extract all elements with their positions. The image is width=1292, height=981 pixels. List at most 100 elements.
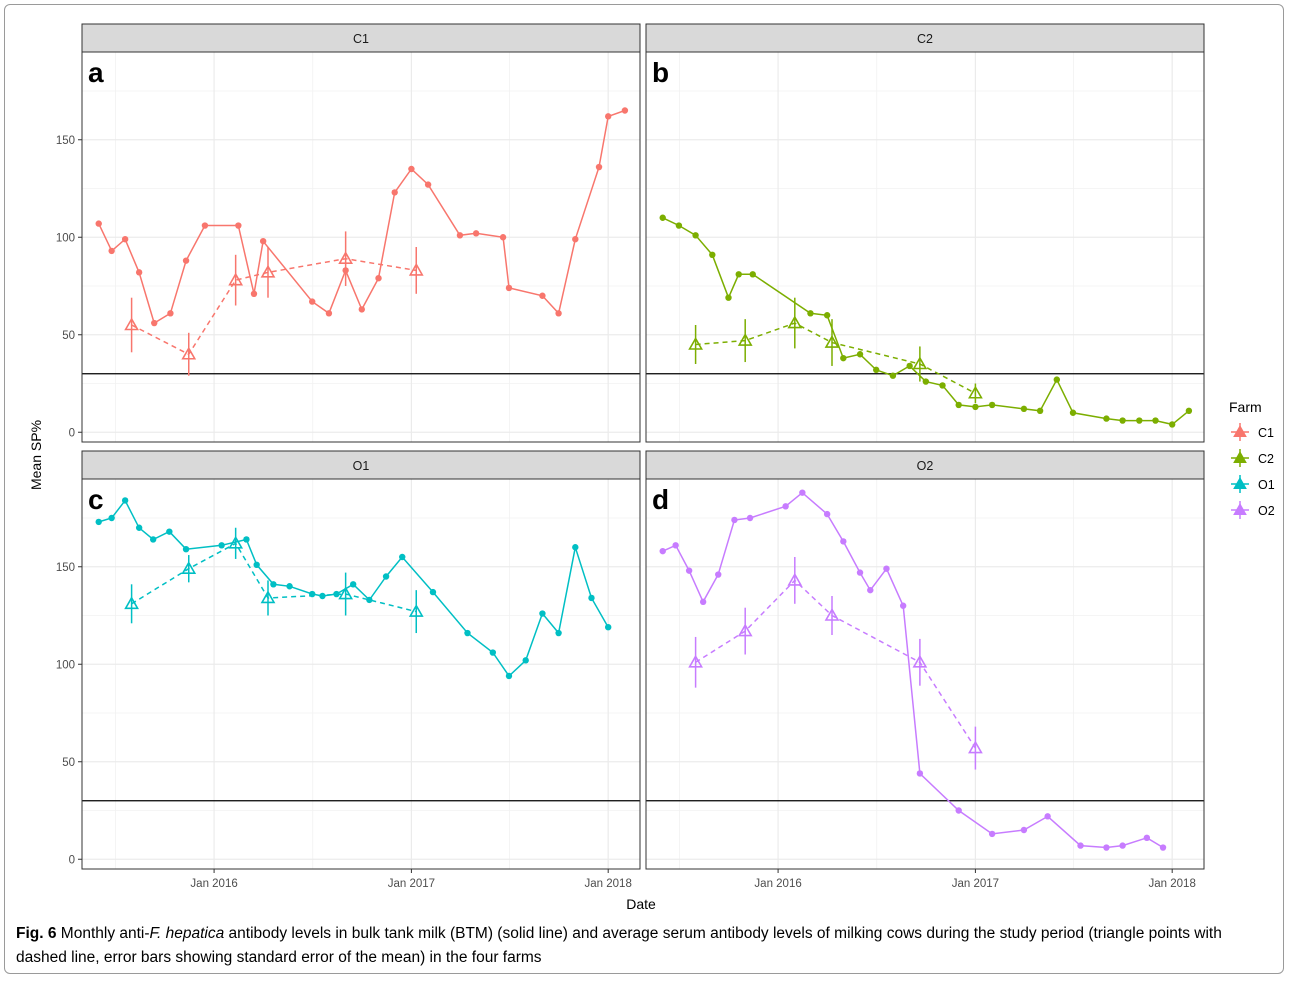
btm-point [1168, 421, 1176, 428]
btm-point [883, 565, 890, 572]
serum-point [688, 654, 703, 668]
btm-point [595, 163, 603, 171]
panel-border [81, 478, 641, 870]
figure-caption: Fig. 6 Monthly anti-F. hepatica antibody… [16, 922, 1266, 970]
btm-point [604, 113, 612, 120]
btm-point [286, 583, 293, 590]
btm-point [505, 284, 513, 292]
btm-point [218, 542, 225, 549]
btm-point [955, 807, 962, 814]
legend-entry-o1: O1 [1231, 475, 1275, 493]
panel-tag: a [88, 57, 104, 88]
btm-point [555, 310, 562, 317]
legend-label: C2 [1258, 452, 1274, 466]
serum-point [338, 251, 354, 265]
serum-point [260, 264, 276, 278]
legend-key-triangle [1233, 476, 1247, 489]
serum-point [124, 596, 139, 610]
btm-point [499, 234, 507, 241]
panel-background [646, 479, 1204, 869]
btm-point [988, 830, 996, 838]
btm-point [1152, 417, 1159, 424]
legend-label: O2 [1258, 504, 1275, 518]
serum-point [124, 317, 139, 331]
facet-strip [645, 450, 1205, 480]
btm-point [1069, 409, 1077, 416]
panel-c2: C2 b [645, 23, 1205, 443]
btm-point [108, 514, 115, 522]
btm-point [685, 567, 693, 574]
btm-point [270, 581, 277, 588]
panel-border [645, 51, 1205, 443]
serum-point [824, 334, 840, 348]
x-tick-label: Jan 2018 [585, 878, 632, 890]
btm-point [182, 257, 190, 264]
btm-point [856, 351, 864, 358]
legend: Farm C1 C2 O1 O2 [1229, 399, 1275, 519]
serum-point [787, 572, 803, 586]
btm-point [725, 294, 732, 301]
btm-point [588, 594, 595, 602]
x-tick-label: Jan 2017 [952, 878, 999, 890]
x-tick-label: Jan 2016 [190, 878, 237, 890]
btm-point [375, 275, 382, 282]
legend-entry-o2: O2 [1231, 501, 1275, 519]
panel-background [82, 52, 640, 442]
legend-entry-c2: C2 [1231, 449, 1274, 467]
btm-point [867, 586, 874, 594]
btm-point [621, 107, 629, 114]
btm-point [399, 553, 406, 561]
facet-strip-label: O2 [917, 459, 934, 473]
btm-point [889, 372, 897, 379]
btm-point [319, 592, 326, 600]
serum-point [338, 586, 354, 600]
btm-point [1036, 407, 1044, 414]
btm-point [167, 310, 174, 317]
serum-point [968, 385, 983, 399]
legend-label: C1 [1258, 426, 1274, 440]
btm-point [675, 222, 683, 229]
btm-point [539, 610, 546, 617]
btm-point [382, 573, 390, 580]
facet-strip-label: C1 [353, 32, 369, 46]
btm-point [799, 489, 806, 496]
btm-point [325, 310, 333, 317]
btm-point [358, 306, 366, 313]
btm-point [840, 538, 847, 545]
btm-point [972, 403, 979, 411]
btm-point [259, 237, 267, 245]
serum-point [737, 332, 753, 346]
facet-strip [645, 23, 1205, 53]
labels-layer: Mean SP% Date [28, 420, 656, 912]
panel-background [82, 479, 640, 869]
x-axis-label: Date [626, 896, 656, 912]
serum-point [260, 590, 276, 604]
btm-point [899, 602, 907, 609]
btm-point [505, 672, 513, 680]
btm-point [539, 292, 546, 299]
btm-point [988, 401, 996, 409]
panel-o1: O1 c 0 50 100 150 Jan 2016 Jan 2017 Jan 2018 [56, 450, 641, 890]
btm-point [1143, 834, 1151, 841]
serum-point [181, 346, 197, 360]
btm-point [709, 251, 716, 258]
y-tick-label: 0 [69, 854, 75, 866]
btm-point [856, 569, 864, 576]
btm-point [1020, 405, 1028, 413]
serum-line-o1 [131, 542, 417, 613]
btm-point [692, 232, 699, 239]
btm-point [823, 312, 831, 319]
btm-point [840, 354, 847, 362]
panel-tag: d [652, 484, 669, 515]
btm-point [572, 236, 579, 243]
serum-point [228, 535, 244, 549]
btm-point [166, 528, 173, 535]
panel-tag: b [652, 57, 669, 88]
btm-point [1185, 407, 1193, 414]
panel-background [646, 52, 1204, 442]
btm-point [746, 514, 754, 522]
btm-point [1119, 417, 1126, 424]
btm-point [715, 571, 722, 578]
btm-point [108, 247, 115, 255]
serum-point [408, 262, 424, 276]
